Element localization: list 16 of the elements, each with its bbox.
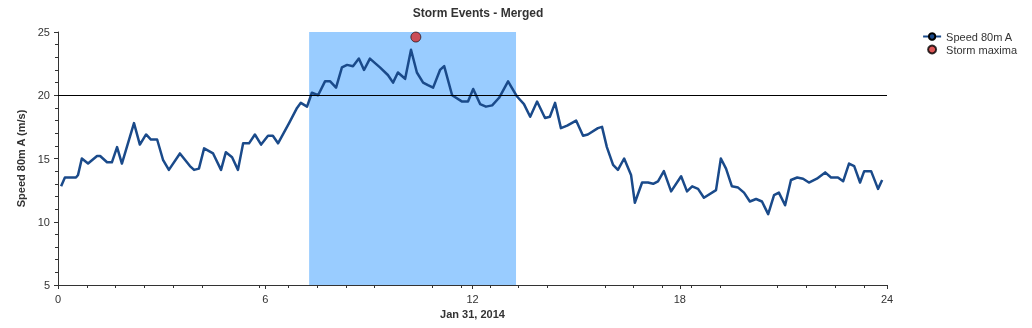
y-tick-label: 5 xyxy=(43,279,50,291)
x-axis-title: Jan 31, 2014 xyxy=(440,308,506,321)
legend-label: Speed 80m A xyxy=(946,30,1013,43)
y-tick-label: 10 xyxy=(37,215,50,228)
x-tick-label: 6 xyxy=(262,292,269,305)
y-tick-label: 25 xyxy=(37,26,50,38)
line-series xyxy=(59,48,884,216)
x-tick-label: 12 xyxy=(466,292,479,305)
x-tick-label: 24 xyxy=(880,292,894,305)
chart-title: Storm Events - Merged xyxy=(412,6,544,20)
y-tick-label: 15 xyxy=(37,152,50,165)
y-axis-title: Speed 80m A (m/s) xyxy=(15,109,28,208)
x-tick-label: 18 xyxy=(673,292,686,305)
y-tick-label: 20 xyxy=(37,89,50,102)
legend-label: Storm maxima xyxy=(946,43,1018,56)
x-tick-label: 0 xyxy=(54,292,62,305)
